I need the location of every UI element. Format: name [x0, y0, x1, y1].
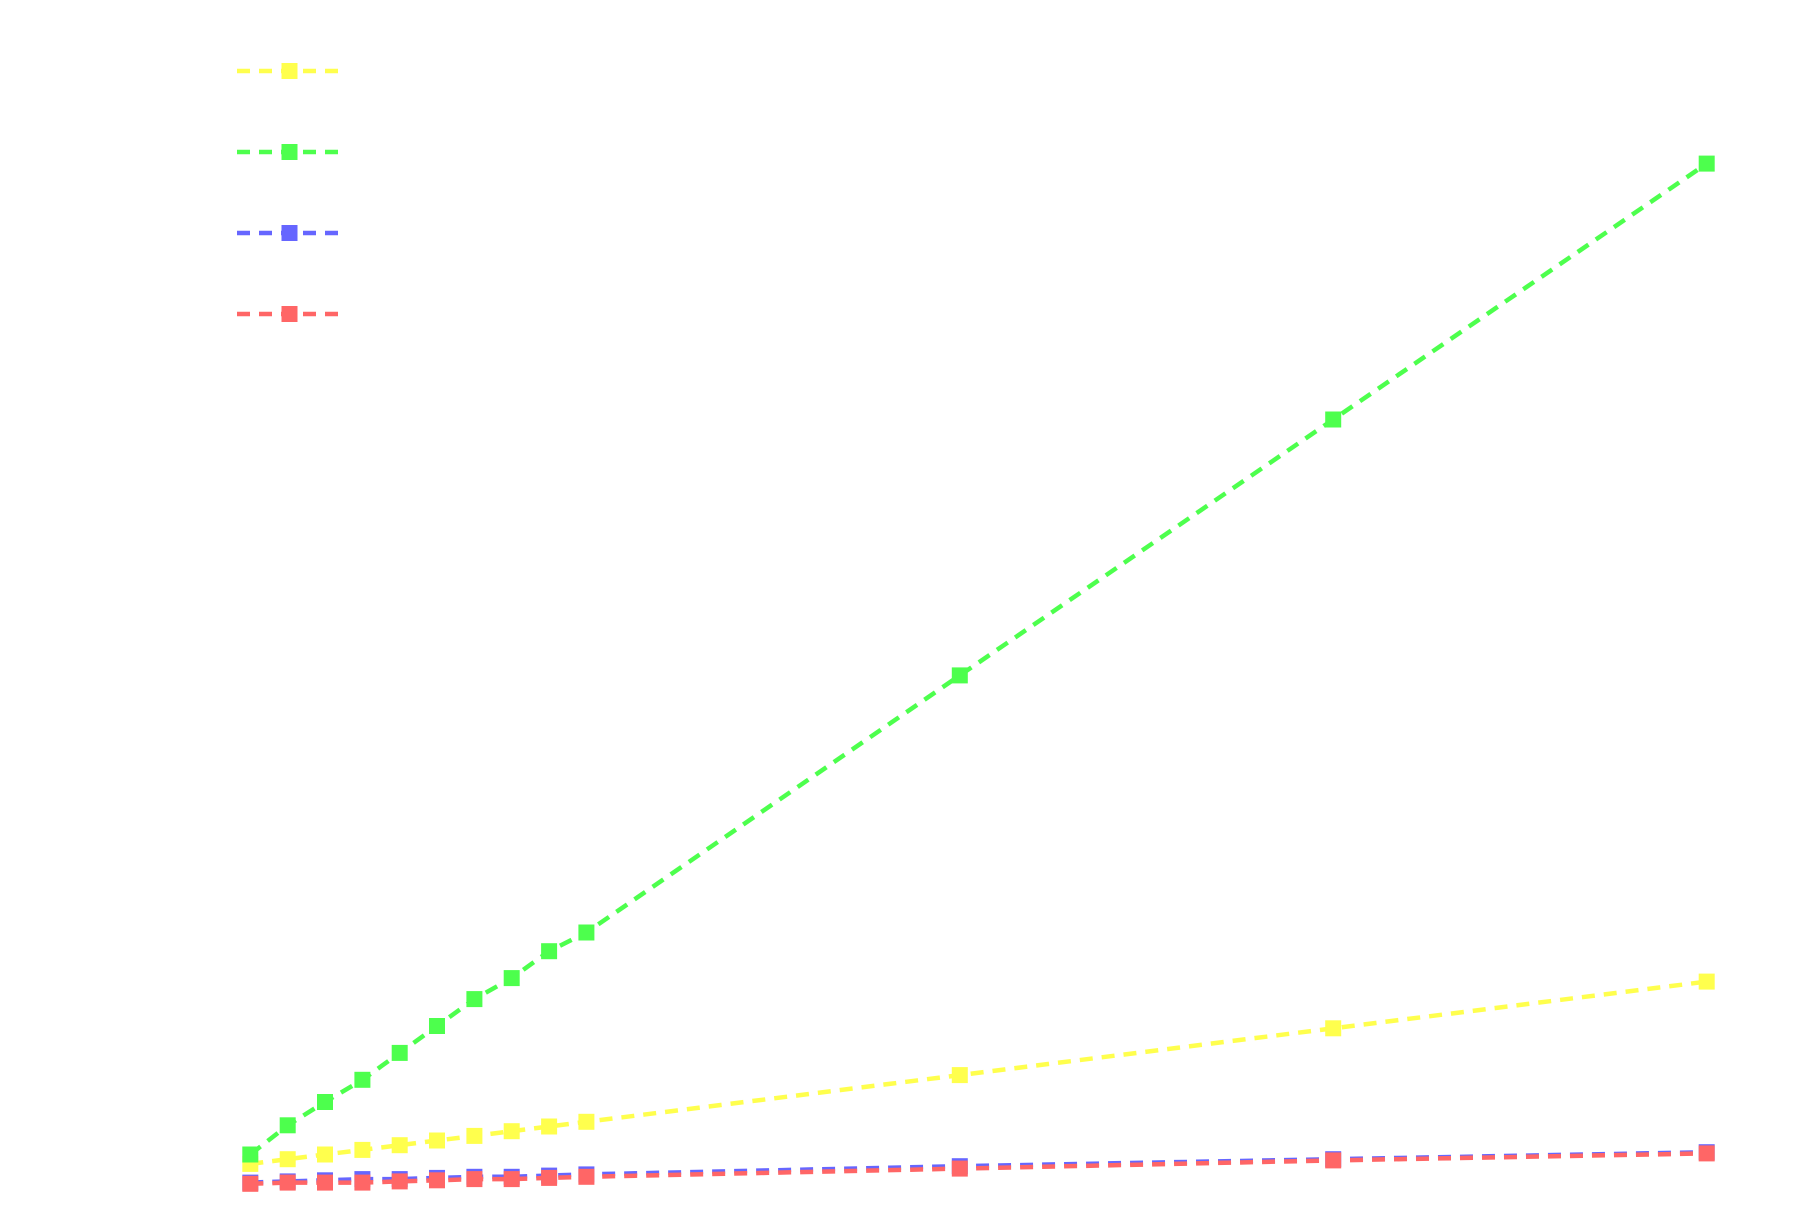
legend-marker-4: [281, 306, 298, 322]
series-1-point-9: [541, 1118, 558, 1135]
series-1: [242, 973, 1715, 1172]
series-2-point-3: [317, 1094, 333, 1110]
series-1-point-12: [1325, 1020, 1342, 1037]
series-2-point-1: [242, 1146, 259, 1163]
series-2-point-10: [578, 924, 595, 941]
series-4-point-11: [951, 1160, 968, 1177]
series-2-point-2: [279, 1117, 296, 1134]
series-4-point-2: [279, 1174, 296, 1191]
series-2-point-7: [466, 991, 483, 1008]
series-2: [242, 155, 1715, 1163]
series-4-point-3: [317, 1174, 333, 1191]
series-1-point-3: [317, 1146, 333, 1163]
legend-marker-2: [281, 144, 298, 160]
series-4-point-10: [578, 1168, 595, 1185]
series-4-point-9: [541, 1169, 558, 1186]
series-1-point-10: [578, 1113, 595, 1130]
series-4-point-5: [391, 1173, 408, 1190]
series-2-point-11: [951, 667, 968, 684]
legend: [237, 63, 342, 322]
legend-marker-1: [281, 63, 298, 79]
series-4-point-7: [466, 1171, 483, 1188]
series-1-point-8: [503, 1123, 520, 1140]
series-2-point-13: [1698, 155, 1715, 172]
series-2-point-8: [503, 970, 520, 987]
series-2-point-4: [354, 1071, 371, 1088]
series-4: [242, 1145, 1715, 1192]
series-1-point-4: [354, 1141, 371, 1158]
series-4-point-6: [429, 1172, 445, 1189]
series-4-point-13: [1698, 1145, 1715, 1162]
series-2-point-12: [1325, 411, 1342, 428]
legend-marker-3: [281, 225, 298, 241]
series-4-point-1: [242, 1175, 259, 1192]
series-1-point-7: [466, 1127, 483, 1144]
series-layer: [242, 155, 1715, 1192]
series-2-point-6: [429, 1018, 445, 1034]
series-4-point-4: [354, 1174, 371, 1191]
legend-entry-4: [237, 306, 342, 322]
legend-entry-1: [237, 63, 342, 79]
series-4-point-8: [503, 1171, 520, 1188]
series-1-point-2: [279, 1151, 296, 1168]
legend-entry-2: [237, 144, 342, 160]
series-1-point-6: [429, 1132, 445, 1149]
legend-entry-3: [237, 225, 342, 241]
series-1-point-11: [951, 1067, 968, 1084]
series-1-point-13: [1698, 973, 1715, 990]
series-2-point-5: [391, 1044, 408, 1061]
series-2-point-9: [541, 943, 558, 960]
series-4-point-12: [1325, 1152, 1342, 1169]
series-1-point-5: [391, 1137, 408, 1154]
